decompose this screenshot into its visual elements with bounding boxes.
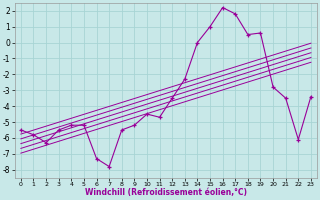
X-axis label: Windchill (Refroidissement éolien,°C): Windchill (Refroidissement éolien,°C) [85,188,247,197]
